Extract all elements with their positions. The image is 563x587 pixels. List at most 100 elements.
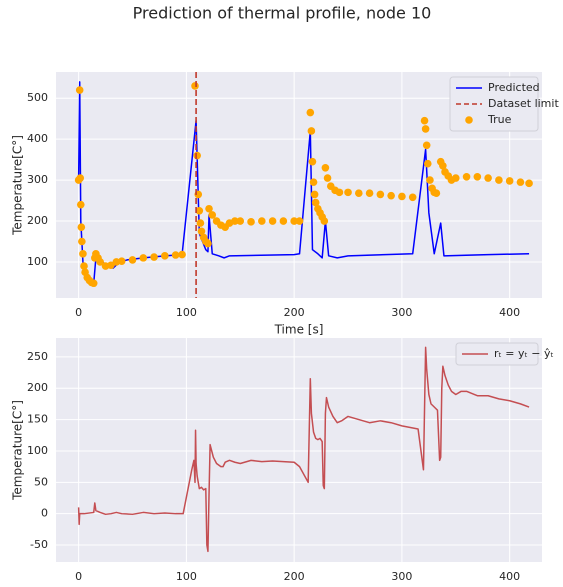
true-point (398, 192, 406, 201)
true-point (365, 189, 374, 197)
true-point (505, 177, 514, 185)
y-tick-label: 250 (27, 350, 48, 363)
true-point (473, 173, 482, 181)
y-tick-label: -50 (30, 538, 48, 551)
true-point (309, 178, 318, 186)
true-point (307, 127, 316, 135)
legend-label: rₜ = yₜ − ŷₜ (494, 347, 554, 360)
true-point (495, 176, 503, 184)
true-point (231, 217, 239, 225)
legend-box (455, 342, 539, 366)
x-tick-label: 400 (499, 570, 520, 583)
x-tick-label: 200 (284, 306, 305, 319)
legend-label: Predicted (488, 81, 540, 94)
legend-label: True (487, 113, 512, 126)
y-tick-label: 100 (27, 444, 48, 457)
x-tick-label: 300 (391, 306, 412, 319)
true-point (76, 174, 85, 182)
x-tick-label: 300 (391, 570, 412, 583)
legend-box (449, 76, 539, 132)
x-axis-label: Time [s] (274, 323, 324, 337)
x-tick-label: 0 (75, 306, 82, 319)
true-point (306, 108, 315, 117)
true-point (525, 179, 533, 188)
true-point (426, 176, 434, 184)
true-point (79, 249, 87, 258)
true-point (268, 217, 277, 225)
x-tick-label: 100 (176, 306, 197, 319)
true-point (195, 206, 204, 215)
true-point (204, 239, 212, 248)
true-point (439, 161, 447, 170)
true-point (420, 116, 429, 125)
true-point (191, 82, 199, 90)
y-tick-label: 200 (27, 214, 48, 227)
true-point (308, 157, 317, 166)
y-tick-label: 100 (27, 255, 48, 268)
y-tick-label: 150 (27, 413, 48, 426)
true-point (423, 159, 432, 168)
plot-area (56, 338, 542, 562)
y-tick-label: 200 (27, 381, 48, 394)
true-point (462, 173, 471, 181)
legend: rₜ = yₜ − ŷₜ (455, 342, 554, 366)
true-point (77, 223, 86, 231)
true-point (128, 256, 137, 264)
y-tick-label: 500 (27, 91, 48, 104)
true-point (80, 262, 88, 270)
true-point (422, 141, 431, 150)
true-point (344, 188, 352, 197)
true-point (78, 237, 86, 246)
true-point (171, 251, 180, 259)
true-point (161, 252, 169, 260)
true-point (197, 227, 206, 236)
true-point (335, 188, 344, 197)
true-point (76, 200, 85, 209)
true-point (310, 190, 319, 199)
true-point (75, 86, 84, 94)
true-point (408, 193, 417, 202)
subplot: 0 100 200 300 400 -50 0 50 100 150 200 250 Temperatu… (11, 338, 554, 583)
true-point (295, 217, 304, 225)
x-tick-label: 100 (176, 570, 197, 583)
true-point (387, 191, 395, 200)
subplot: 0 100 200 300 400 100 200 300 400 500 Time [s] Temp… (11, 72, 559, 337)
true-point (432, 189, 441, 197)
true-point (355, 189, 363, 197)
y-tick-label: 0 (41, 507, 48, 520)
true-point (451, 174, 460, 182)
true-point (311, 198, 320, 207)
series-line (77, 346, 530, 553)
true-point (193, 151, 201, 160)
figure-title: Prediction of thermal profile, node 10 (133, 4, 432, 23)
x-tick-label: 0 (75, 570, 82, 583)
x-tick-label: 200 (284, 570, 305, 583)
true-point (247, 218, 255, 226)
true-point (89, 279, 98, 288)
x-tick-label: 400 (499, 306, 520, 319)
y-tick-label: 50 (34, 475, 48, 488)
true-point (139, 254, 148, 262)
true-point (208, 211, 217, 219)
y-axis-label: Temperature[C°] (11, 135, 25, 236)
true-point (96, 258, 104, 266)
true-point (320, 217, 329, 225)
true-point (117, 257, 126, 265)
true-point (258, 217, 266, 225)
true-point (516, 178, 525, 186)
y-tick-label: 300 (27, 173, 48, 186)
true-point (150, 253, 158, 261)
true-point (321, 164, 330, 172)
legend-marker (465, 116, 473, 124)
true-point (290, 217, 298, 225)
true-point (484, 174, 492, 182)
legend: Predicted Dataset limit True (449, 76, 559, 132)
true-point (421, 125, 430, 133)
true-point (196, 219, 205, 227)
true-point (178, 250, 186, 259)
y-axis-label: Temperature[C°] (11, 400, 25, 501)
true-point (376, 190, 385, 199)
true-point (205, 204, 213, 213)
true-point (323, 174, 332, 182)
